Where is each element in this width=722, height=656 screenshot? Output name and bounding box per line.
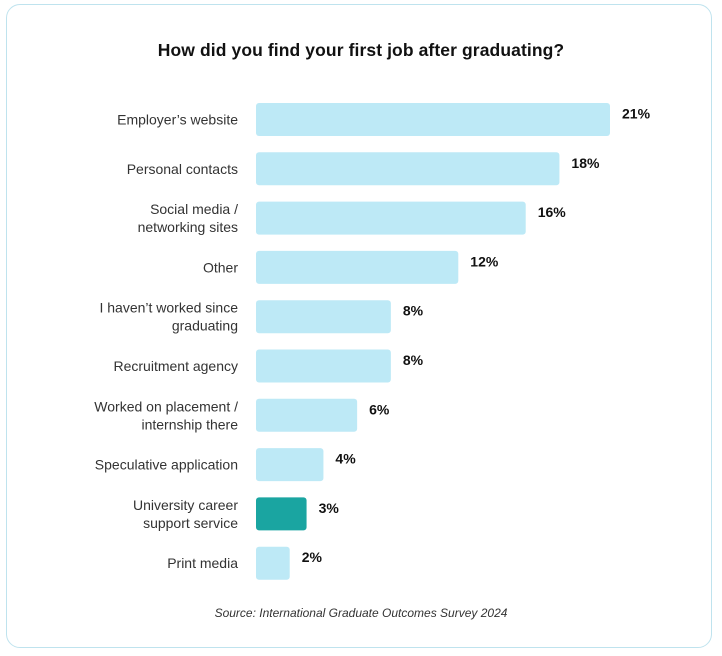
chart-title: How did you find your first job after gr… bbox=[157, 40, 565, 60]
category-label-4: I haven’t worked since graduating bbox=[99, 300, 238, 334]
category-label-2: Social media / networking sites bbox=[138, 201, 238, 235]
category-label-line: Social media / bbox=[150, 201, 238, 217]
bar-3 bbox=[256, 250, 459, 284]
bar-9 bbox=[256, 546, 290, 580]
bar-1 bbox=[256, 152, 560, 186]
value-label-9: 2% bbox=[302, 549, 323, 565]
value-label-5: 8% bbox=[403, 352, 424, 368]
category-label-3: Other bbox=[203, 259, 238, 275]
category-label-line: Worked on placement / bbox=[94, 398, 238, 414]
source-note: Source: International Graduate Outcomes … bbox=[214, 606, 508, 620]
category-label-line: Employer’s website bbox=[117, 112, 238, 128]
category-label-7: Speculative application bbox=[95, 457, 238, 473]
category-label-line: Print media bbox=[167, 555, 238, 571]
category-label-line: graduating bbox=[172, 318, 238, 334]
category-label-line: networking sites bbox=[138, 219, 238, 235]
value-label-6: 6% bbox=[369, 401, 390, 417]
category-label-9: Print media bbox=[167, 555, 238, 571]
value-label-7: 4% bbox=[335, 451, 356, 467]
value-label-8: 3% bbox=[319, 500, 340, 516]
category-label-line: I haven’t worked since bbox=[99, 300, 238, 316]
category-label-5: Recruitment agency bbox=[113, 358, 238, 374]
bar-7 bbox=[256, 448, 324, 482]
category-label-line: Speculative application bbox=[95, 457, 238, 473]
bar-0 bbox=[256, 103, 610, 136]
category-label-line: Recruitment agency bbox=[113, 358, 238, 374]
value-label-2: 16% bbox=[538, 204, 567, 220]
category-label-0: Employer’s website bbox=[117, 112, 238, 128]
category-label-line: support service bbox=[143, 515, 238, 531]
bar-8 bbox=[256, 497, 307, 531]
bar-6 bbox=[256, 398, 358, 432]
category-label-line: Personal contacts bbox=[127, 161, 238, 177]
value-label-4: 8% bbox=[403, 303, 424, 319]
category-label-8: University career support service bbox=[133, 497, 238, 531]
bar-4 bbox=[256, 300, 391, 334]
value-label-1: 18% bbox=[571, 155, 600, 171]
bar-2 bbox=[256, 201, 526, 235]
category-label-line: University career bbox=[133, 497, 238, 513]
value-label-0: 21% bbox=[622, 106, 651, 122]
category-label-line: internship there bbox=[141, 416, 238, 432]
bar-5 bbox=[256, 349, 391, 383]
category-label-1: Personal contacts bbox=[127, 161, 238, 177]
value-label-3: 12% bbox=[470, 253, 499, 269]
category-label-line: Other bbox=[203, 259, 238, 275]
category-label-6: Worked on placement / internship there bbox=[94, 398, 238, 432]
